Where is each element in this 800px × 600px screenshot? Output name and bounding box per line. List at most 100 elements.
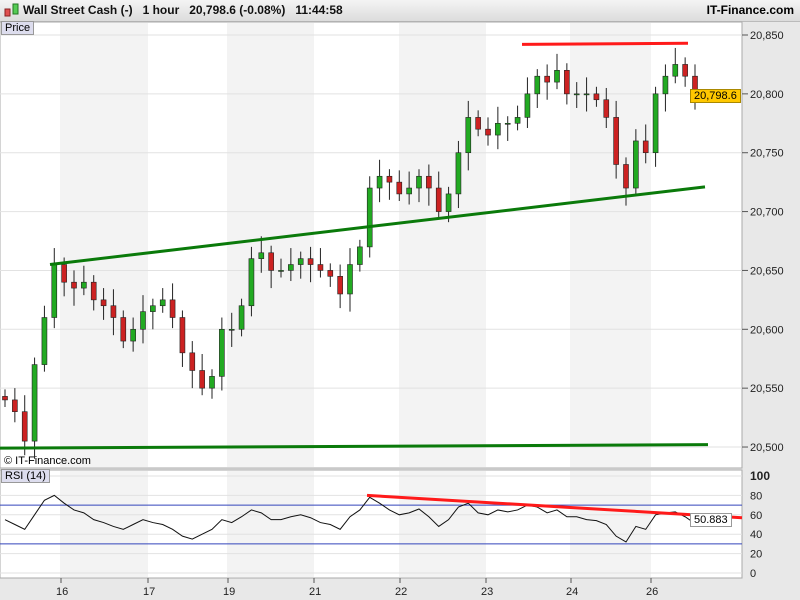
day-band bbox=[227, 471, 314, 577]
candle-body bbox=[248, 258, 255, 307]
candle-body bbox=[613, 117, 619, 165]
candlestick-logo-icon bbox=[4, 3, 19, 17]
candle-body bbox=[150, 305, 156, 312]
title-bar: Wall Street Cash (-) 1 hour 20,798.6 (-0… bbox=[0, 0, 800, 22]
candle-body bbox=[120, 317, 127, 342]
candle-body bbox=[12, 399, 18, 412]
rsi-tick-label: 80 bbox=[750, 490, 762, 502]
candle-body bbox=[426, 175, 432, 189]
candle-body bbox=[179, 317, 186, 354]
candle-body bbox=[357, 246, 363, 265]
rsi-line bbox=[4, 494, 696, 543]
date-label: 22 bbox=[395, 586, 407, 598]
date-label: 17 bbox=[143, 586, 155, 598]
candle-body bbox=[140, 311, 146, 330]
candle-body bbox=[41, 317, 48, 365]
candle-body bbox=[297, 258, 304, 265]
rsi-tick-label: 20 bbox=[750, 549, 762, 561]
base-support-line bbox=[0, 443, 709, 450]
candle-body bbox=[268, 252, 274, 271]
support-trendline bbox=[49, 185, 706, 267]
candle-body bbox=[652, 93, 659, 154]
price-tick-label: 20,700 bbox=[750, 207, 784, 219]
candle-body bbox=[603, 99, 610, 118]
candle-body bbox=[90, 281, 97, 301]
candle-body bbox=[71, 281, 77, 289]
clock: 11:44:58 bbox=[295, 3, 343, 17]
candle-body bbox=[21, 411, 28, 442]
candle-body bbox=[672, 64, 679, 77]
candle-body bbox=[593, 93, 600, 101]
candle-body bbox=[642, 140, 649, 154]
candle-body bbox=[633, 140, 639, 189]
date-label: 21 bbox=[309, 586, 321, 598]
rsi-panel-label: RSI (14) bbox=[1, 469, 50, 483]
candle-body bbox=[485, 128, 491, 136]
rsi-divergence-line bbox=[366, 493, 743, 520]
title-items: Wall Street Cash (-) 1 hour 20,798.6 (-0… bbox=[23, 3, 343, 17]
instrument-name: Wall Street Cash (-) bbox=[23, 3, 133, 17]
candle-body bbox=[662, 75, 669, 95]
candle-body bbox=[386, 175, 393, 183]
candle-body bbox=[258, 252, 265, 259]
candle-body bbox=[524, 93, 531, 118]
rsi-tick-label: 0 bbox=[750, 568, 756, 580]
price-tick-label: 20,600 bbox=[750, 324, 784, 336]
candle-body bbox=[475, 117, 481, 130]
rsi-tick-label: 40 bbox=[750, 529, 762, 541]
candle-body bbox=[51, 264, 58, 318]
candle-body bbox=[623, 164, 629, 189]
price-tick-label: 20,850 bbox=[750, 30, 784, 42]
day-band bbox=[570, 471, 651, 577]
candle-body bbox=[347, 264, 353, 295]
candle-body bbox=[307, 258, 314, 265]
day-band bbox=[227, 23, 314, 467]
candle-body bbox=[544, 75, 550, 83]
candle-body bbox=[495, 122, 501, 136]
candle-body bbox=[169, 299, 176, 318]
candle-body bbox=[514, 117, 521, 124]
candle-body bbox=[583, 93, 590, 96]
candle-body bbox=[455, 152, 462, 195]
date-label: 16 bbox=[56, 586, 68, 598]
candle-body bbox=[534, 75, 541, 95]
candle-body bbox=[396, 181, 403, 195]
candle-body bbox=[189, 352, 196, 371]
watermark: © IT-Finance.com bbox=[4, 455, 91, 467]
candle-body bbox=[376, 175, 383, 189]
day-band bbox=[399, 23, 486, 467]
candle-body bbox=[406, 187, 412, 195]
candle-body bbox=[416, 175, 422, 189]
candle-body bbox=[110, 305, 117, 318]
timeframe: 1 hour bbox=[142, 3, 180, 17]
price-tick-label: 20,500 bbox=[750, 442, 784, 454]
last-price-tag: 20,798.6 bbox=[690, 89, 741, 103]
candle-body bbox=[682, 64, 688, 77]
price-tick-label: 20,750 bbox=[750, 148, 784, 160]
candle-body bbox=[199, 370, 205, 389]
candle-body bbox=[209, 376, 215, 389]
candle-body bbox=[61, 264, 67, 283]
candle-body bbox=[337, 276, 343, 295]
candle-body bbox=[2, 396, 8, 401]
price-tick-label: 20,800 bbox=[750, 89, 784, 101]
day-band bbox=[570, 23, 651, 467]
brand: IT-Finance.com bbox=[706, 3, 794, 17]
candle-body bbox=[445, 193, 452, 212]
candle-body bbox=[465, 117, 472, 154]
candle-body bbox=[504, 122, 511, 125]
candle-body bbox=[288, 264, 294, 271]
candle-body bbox=[238, 305, 245, 330]
candle-body bbox=[554, 70, 560, 83]
price-tick-label: 20,550 bbox=[750, 383, 784, 395]
resistance-line bbox=[521, 41, 689, 46]
candle-body bbox=[278, 270, 284, 272]
rsi-tick-label: 60 bbox=[750, 510, 762, 522]
rsi-value-tag: 50.883 bbox=[690, 513, 732, 527]
date-label: 23 bbox=[481, 586, 493, 598]
candle-body bbox=[81, 281, 87, 289]
candle-body bbox=[159, 299, 166, 307]
date-label: 19 bbox=[223, 586, 235, 598]
candle-body bbox=[366, 187, 373, 248]
